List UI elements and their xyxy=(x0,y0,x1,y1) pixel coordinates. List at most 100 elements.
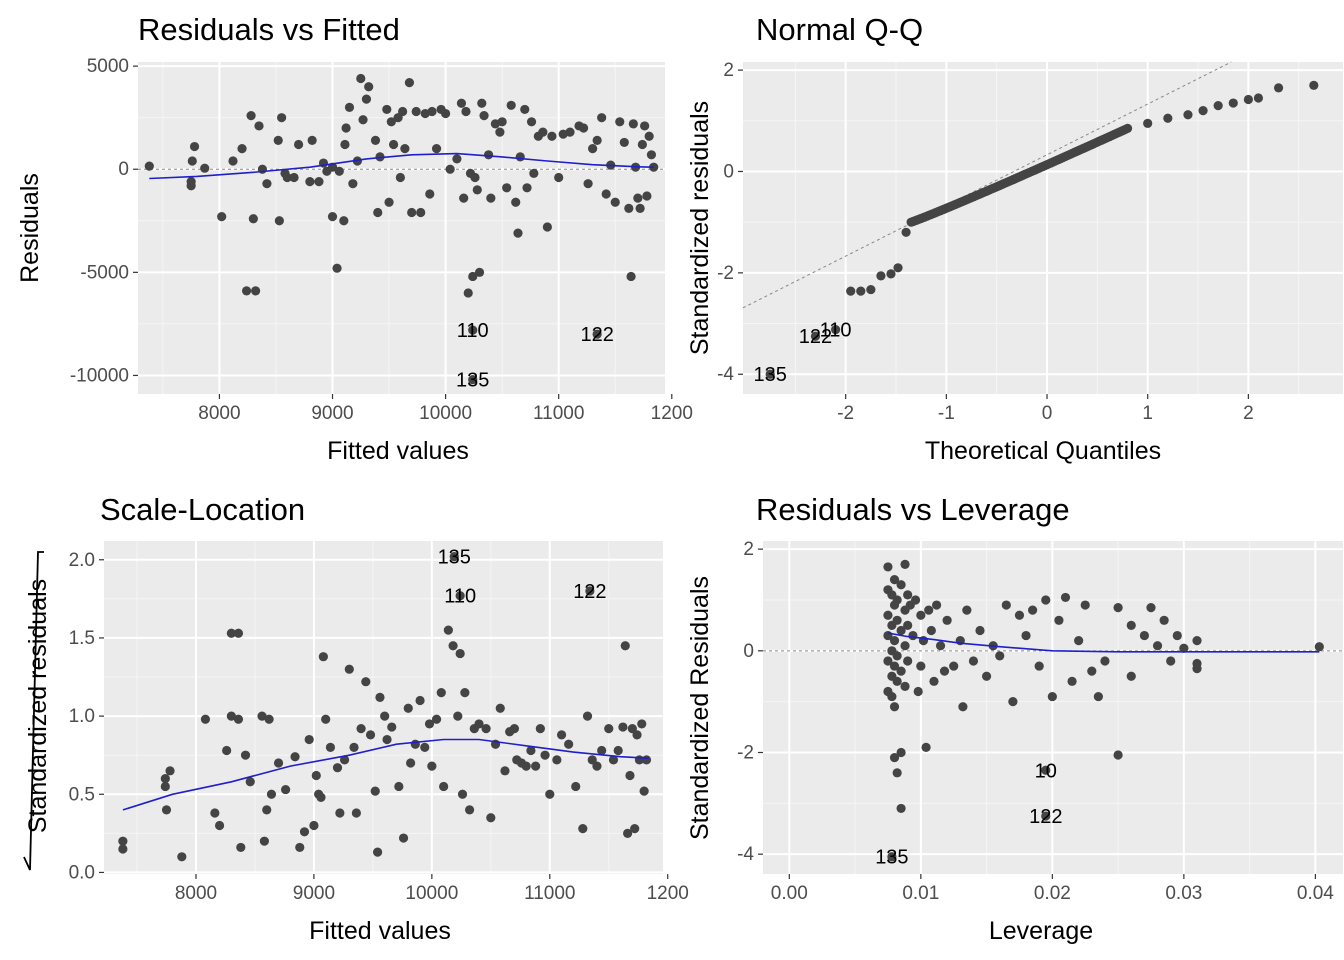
data-point xyxy=(341,123,351,133)
data-point xyxy=(585,586,595,596)
data-point xyxy=(1146,603,1156,613)
data-point xyxy=(547,131,557,141)
data-point xyxy=(892,651,902,661)
data-point xyxy=(531,761,541,771)
x-tick-label: 11000 xyxy=(533,403,584,424)
y-tick-label: 1.0 xyxy=(69,706,95,727)
data-point xyxy=(529,168,539,178)
data-point xyxy=(522,183,532,193)
data-point xyxy=(887,852,897,862)
data-point xyxy=(461,106,471,117)
data-point xyxy=(545,789,555,799)
data-point xyxy=(460,688,470,698)
data-point xyxy=(177,852,187,862)
data-point xyxy=(233,714,244,724)
x-tick-label: -1 xyxy=(938,403,955,424)
data-point xyxy=(892,676,902,686)
x-tick-label: 0.00 xyxy=(771,883,808,904)
data-point xyxy=(1314,642,1324,652)
data-point xyxy=(486,193,496,203)
data-point xyxy=(1228,98,1238,108)
data-point xyxy=(613,745,623,756)
data-point xyxy=(619,137,629,148)
data-point xyxy=(901,227,911,237)
point-label: 122 xyxy=(1029,806,1062,828)
x-axis-title: Fitted values xyxy=(327,437,469,465)
data-point xyxy=(344,664,354,674)
data-point xyxy=(226,711,236,721)
y-axis-title: Standardized residuals xyxy=(24,579,52,833)
x-tick-label: 0.01 xyxy=(902,883,939,904)
data-point xyxy=(425,189,435,199)
data-point xyxy=(896,803,906,814)
data-point xyxy=(889,702,900,712)
y-tick-label: 0 xyxy=(743,641,754,662)
data-point xyxy=(375,692,385,702)
data-point xyxy=(449,552,459,562)
panel-scale-location: 135 110 122 8000 9000 10000 11000 1200 0.0 0.5 1.… xyxy=(23,492,689,945)
y-axis-title-group: Standardized residuals xyxy=(23,551,52,871)
data-point xyxy=(356,73,366,84)
y-tick-label: -2 xyxy=(717,263,734,284)
data-point xyxy=(542,222,552,232)
data-point xyxy=(351,808,361,818)
data-point xyxy=(592,135,602,145)
data-point xyxy=(887,691,897,702)
data-point xyxy=(431,714,442,724)
data-point xyxy=(615,117,625,127)
data-point xyxy=(958,702,968,712)
data-point xyxy=(495,127,505,137)
data-point xyxy=(597,745,607,756)
data-point xyxy=(1014,610,1025,620)
x-tick-label: 0.04 xyxy=(1297,883,1334,904)
data-point xyxy=(340,139,350,150)
data-point xyxy=(332,763,343,773)
data-point xyxy=(592,761,602,771)
data-point xyxy=(628,119,638,129)
data-point xyxy=(526,745,536,756)
data-point xyxy=(935,641,946,651)
y-tick-label: -4 xyxy=(717,364,734,385)
data-point xyxy=(1213,100,1223,111)
y-tick-label: -4 xyxy=(737,844,754,865)
data-point xyxy=(245,777,255,787)
data-point xyxy=(332,263,342,273)
data-point xyxy=(942,615,952,625)
data-point xyxy=(222,745,232,756)
data-point xyxy=(1163,113,1173,123)
data-point xyxy=(386,117,396,127)
data-point xyxy=(281,784,291,795)
data-point xyxy=(400,144,410,154)
y-tick-label: -2 xyxy=(737,742,754,763)
data-point xyxy=(1034,661,1044,671)
data-point xyxy=(118,844,128,854)
data-point xyxy=(831,325,841,335)
data-point xyxy=(452,154,462,164)
data-point xyxy=(900,681,910,692)
data-point xyxy=(1166,656,1176,666)
data-point xyxy=(254,121,264,131)
data-point xyxy=(623,828,633,838)
y-tick-label: 2 xyxy=(743,539,754,560)
data-point xyxy=(495,703,505,713)
data-point xyxy=(587,755,597,765)
data-point xyxy=(427,761,437,771)
data-point xyxy=(273,135,283,145)
data-point xyxy=(540,750,550,760)
data-point xyxy=(200,714,211,724)
x-tick-label: 8000 xyxy=(198,403,240,424)
data-point xyxy=(274,216,284,226)
data-point xyxy=(455,648,465,659)
data-point xyxy=(1060,592,1071,603)
data-point xyxy=(856,286,866,296)
data-point xyxy=(644,131,654,141)
data-point xyxy=(457,789,468,799)
point-label: 110 xyxy=(444,586,476,608)
data-point xyxy=(1008,697,1018,707)
data-point xyxy=(1100,656,1110,666)
data-point xyxy=(896,666,906,676)
data-point xyxy=(624,203,634,214)
panel-residuals-vs-fitted: 110 122 135 8000 9000 10000 11000 1200 -10000 -5… xyxy=(16,12,693,465)
data-point xyxy=(538,127,548,137)
data-point xyxy=(1113,750,1123,760)
